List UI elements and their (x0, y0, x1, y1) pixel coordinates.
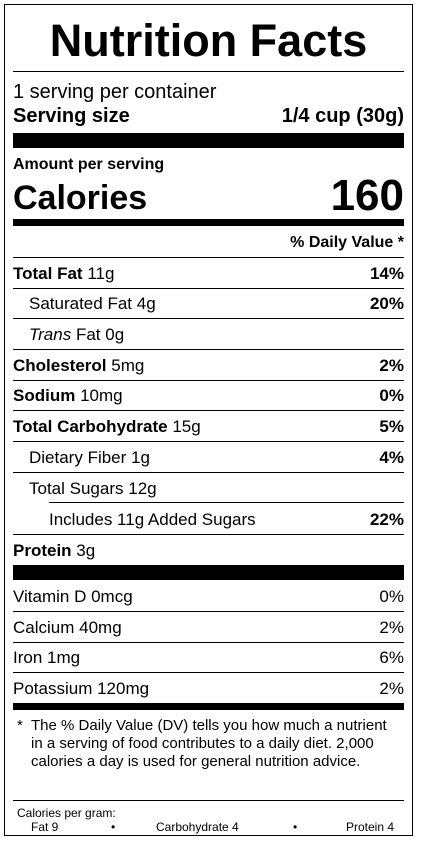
nutrient-amount: 3g (76, 541, 96, 560)
nutrient-dv: 20% (369, 294, 404, 313)
calories-per-gram-row: Fat 9 • Carbohydrate 4 • Protein 4 (23, 820, 394, 834)
calories-label: Calories (13, 179, 148, 217)
divider-thin (13, 534, 404, 535)
nutrient-dv: 14% (369, 264, 404, 283)
daily-value-footnote: * The % Daily Value (DV) tells you how m… (17, 717, 400, 791)
divider-thin (13, 672, 404, 673)
nutrient-label: Total Fat (13, 264, 83, 283)
calories-row: Calories 160 (13, 173, 404, 219)
serving-size-value: 1/4 cup (30g) (281, 105, 404, 127)
servings-per-container: 1 serving per container (13, 81, 217, 103)
vitamin-dv: 2% (379, 618, 404, 637)
nutrient-label: Cholesterol (13, 356, 107, 375)
calories-value: 160 (330, 171, 404, 220)
nutrient-row-total-carbohydrate: Total Carbohydrate 15g 5% (13, 417, 404, 437)
vitamin-label: Vitamin D 0mcg (13, 587, 133, 606)
nutrient-amount: 11g (87, 264, 115, 283)
divider-thin (13, 800, 404, 801)
divider-thick (13, 133, 404, 148)
divider-thick (13, 565, 404, 580)
nutrient-amount: 1g (131, 448, 150, 467)
nutrient-row-total-sugars: Total Sugars 12g (29, 479, 404, 499)
nutrient-label: Total Sugars (29, 479, 124, 498)
daily-value-header-text: % Daily Value * (290, 234, 404, 251)
divider-thin (13, 410, 404, 411)
divider-thin (13, 472, 404, 473)
divider-thin (13, 288, 404, 289)
vitamin-row-vitamin-d: Vitamin D 0mcg 0% (13, 587, 404, 607)
nutrient-label: Sodium (13, 386, 76, 405)
cpg-carbohydrate: Carbohydrate 4 (156, 820, 239, 834)
divider-thin (13, 642, 404, 643)
vitamin-label: Potassium 120mg (13, 679, 150, 698)
nutrient-amount: 15g (172, 417, 201, 436)
vitamin-row-iron: Iron 1mg 6% (13, 648, 404, 668)
nutrient-row-cholesterol: Cholesterol 5mg 2% (13, 356, 404, 376)
vitamin-label: Iron 1mg (13, 648, 81, 667)
label-inner: Nutrition Facts 1 serving per container … (13, 5, 404, 835)
divider-thin (13, 318, 404, 319)
vitamin-row-calcium: Calcium 40mg 2% (13, 618, 404, 638)
nutrient-amount: 10mg (80, 386, 123, 405)
vitamin-row-potassium: Potassium 120mg 2% (13, 679, 404, 699)
nutrient-amount: 12g (128, 479, 157, 498)
cpg-bullet: • (293, 820, 298, 834)
cpg-bullet: • (111, 820, 116, 834)
nutrition-facts-label: Nutrition Facts 1 serving per container … (4, 4, 413, 836)
nutrient-dv: 2% (379, 356, 404, 375)
nutrient-amount: 0g (105, 325, 125, 344)
nutrient-dv: 0% (379, 386, 404, 405)
nutrient-row-sodium: Sodium 10mg 0% (13, 386, 404, 406)
divider-medium (13, 219, 404, 226)
nutrient-label: Saturated Fat (29, 294, 133, 313)
divider-medium (13, 703, 404, 710)
cpg-protein: Protein 4 (345, 820, 394, 834)
serving-size-row: Serving size 1/4 cup (30g) (13, 105, 404, 127)
nutrient-label-italic: Trans (29, 325, 72, 344)
nutrient-row-saturated-fat: Saturated Fat 4g 20% (29, 294, 404, 314)
nutrient-dv: 5% (379, 417, 404, 436)
nutrient-row-trans-fat: Trans Fat 0g (29, 325, 404, 345)
vitamin-dv: 2% (379, 679, 404, 698)
nutrient-amount: 5mg (111, 356, 145, 375)
nutrient-dv: 4% (379, 448, 404, 467)
serving-size-label: Serving size (13, 105, 130, 127)
nutrient-row-protein: Protein 3g (13, 541, 404, 561)
divider-thin-indented (49, 502, 404, 503)
nutrient-row-dietary-fiber: Dietary Fiber 1g 4% (29, 448, 404, 468)
nutrient-label: Dietary Fiber (29, 448, 127, 467)
vitamin-dv: 0% (379, 587, 404, 606)
divider-thin (13, 380, 404, 381)
divider-thin (13, 349, 404, 350)
calories-per-gram-label: Calories per gram: (17, 806, 116, 820)
nutrient-dv: 22% (369, 510, 404, 529)
nutrient-label: Fat (75, 325, 101, 344)
divider-thin (13, 71, 404, 72)
divider-thin (13, 611, 404, 612)
nutrient-label: Total Carbohydrate (13, 417, 168, 436)
cpg-fat: Fat 9 (31, 820, 59, 834)
divider-thin (13, 441, 404, 442)
amount-per-serving: Amount per serving (13, 156, 165, 173)
divider-thin (13, 257, 404, 258)
footnote-star: * (17, 717, 23, 734)
nutrient-label: Protein (13, 541, 72, 560)
label-title: Nutrition Facts (49, 15, 368, 66)
nutrient-label: Includes 11g Added Sugars (49, 510, 256, 529)
vitamin-label: Calcium 40mg (13, 618, 122, 637)
footnote-text: The % Daily Value (DV) tells you how muc… (31, 717, 387, 770)
nutrient-row-added-sugars: Includes 11g Added Sugars 22% (49, 510, 404, 530)
nutrient-amount: 4g (136, 294, 156, 313)
nutrient-row-total-fat: Total Fat 11g 14% (13, 264, 404, 284)
vitamin-dv: 6% (379, 648, 404, 667)
